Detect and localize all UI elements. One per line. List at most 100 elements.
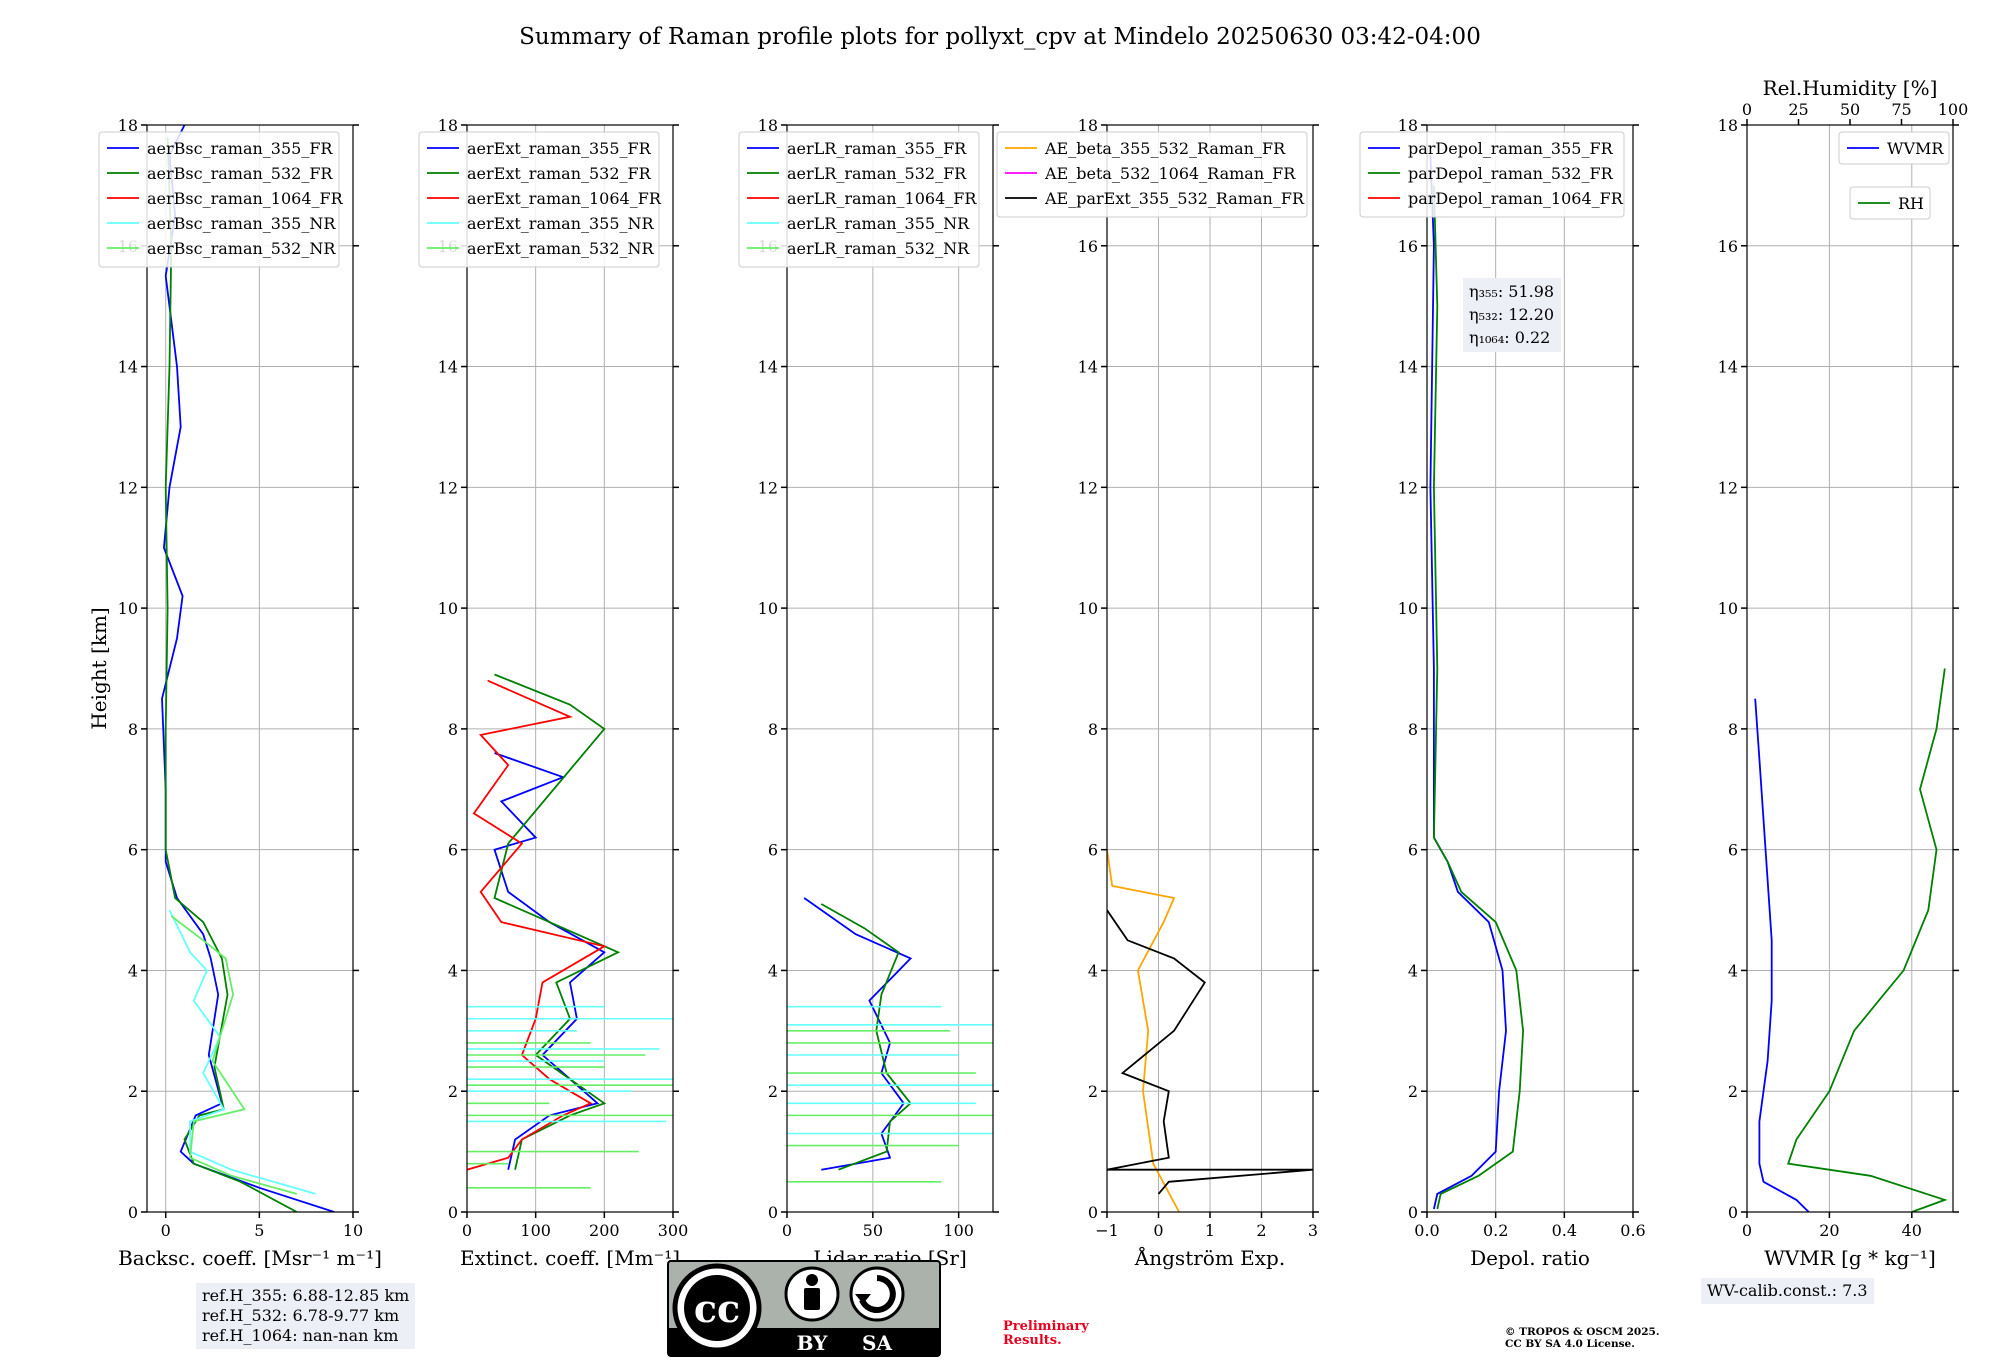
x-tick-label: 0 bbox=[161, 1221, 171, 1240]
y-tick-label: 0 bbox=[128, 1203, 138, 1222]
x-tick-label: −1 bbox=[1095, 1221, 1119, 1240]
x-axis-label: Depol. ratio bbox=[1470, 1246, 1590, 1270]
y-tick-label: 0 bbox=[768, 1203, 778, 1222]
x-axis-label: Extinct. coeff. [Mm⁻¹] bbox=[460, 1246, 680, 1270]
axes-frame bbox=[1746, 124, 1954, 1213]
y-tick-label: 6 bbox=[1728, 841, 1738, 860]
eta-value-3: η₁₀₆₄: 0.22 bbox=[1469, 328, 1550, 347]
top-x-tick-label: 75 bbox=[1891, 100, 1911, 119]
y-tick-label: 8 bbox=[448, 720, 458, 739]
copyright-line2: CC BY SA 4.0 License. bbox=[1505, 1338, 1635, 1350]
legend-label: aerLR_raman_355_FR bbox=[787, 139, 967, 158]
y-tick-label: 4 bbox=[1408, 961, 1418, 980]
x-tick-label: 0.0 bbox=[1414, 1221, 1439, 1240]
x-tick-label: 0.4 bbox=[1552, 1221, 1577, 1240]
axes-frame bbox=[1426, 124, 1634, 1213]
y-tick-label: 10 bbox=[438, 599, 458, 618]
y-tick-label: 14 bbox=[1718, 358, 1738, 377]
y-tick-label: 12 bbox=[438, 478, 458, 497]
legend-label: aerExt_raman_1064_FR bbox=[467, 189, 662, 208]
y-tick-label: 10 bbox=[1718, 599, 1738, 618]
y-tick-label: 14 bbox=[438, 358, 458, 377]
plot-ext: 0246810121416180100200300Extinct. coeff.… bbox=[418, 116, 688, 1270]
x-axis-label: Backsc. coeff. [Msr⁻¹ m⁻¹] bbox=[118, 1246, 382, 1270]
series-group bbox=[161, 125, 335, 1212]
cc-badge-sa: SA bbox=[862, 1331, 892, 1355]
legend-label: WVMR bbox=[1887, 139, 1944, 158]
legend-label: aerLR_raman_355_NR bbox=[787, 214, 970, 233]
plot-bsc: 0246810121416180510Backsc. coeff. [Msr⁻¹… bbox=[87, 116, 382, 1270]
y-tick-label: 4 bbox=[128, 961, 138, 980]
axes-frame bbox=[786, 124, 994, 1213]
top-x-tick-label: 0 bbox=[1742, 100, 1752, 119]
y-tick-label: 2 bbox=[1088, 1082, 1098, 1101]
legend-label: aerExt_raman_532_NR bbox=[467, 239, 655, 258]
cc-badge-main: cc bbox=[694, 1286, 740, 1331]
x-tick-label: 20 bbox=[1819, 1221, 1839, 1240]
y-tick-label: 18 bbox=[118, 116, 138, 135]
x-tick-label: 0 bbox=[782, 1221, 792, 1240]
x-tick-label: 0.6 bbox=[1620, 1221, 1645, 1240]
series-group bbox=[1107, 849, 1313, 1212]
series-group bbox=[1429, 155, 1525, 1210]
x-tick-label: 2 bbox=[1256, 1221, 1266, 1240]
y-tick-label: 0 bbox=[1728, 1203, 1738, 1222]
y-tick-label: 0 bbox=[1408, 1203, 1418, 1222]
legend-box bbox=[738, 131, 980, 268]
series-line-RH bbox=[1787, 668, 1948, 1212]
reference-height-box: ref.H_355: 6.88-12.85 km ref.H_532: 6.78… bbox=[196, 1283, 416, 1349]
copyright-note: © TROPOS & OSCM 2025. CC BY SA 4.0 Licen… bbox=[1505, 1326, 1660, 1350]
eta-box: η₃₅₅: 51.98 η₅₃₂: 12.20 η₁₀₆₄: 0.22 bbox=[1463, 278, 1561, 352]
x-tick-label: 0 bbox=[1742, 1221, 1752, 1240]
series-line-aerBsc_raman_355_NR bbox=[168, 909, 316, 1195]
y-tick-label: 16 bbox=[1718, 237, 1738, 256]
axes-frame bbox=[146, 124, 354, 1213]
legend-label: parDepol_raman_1064_FR bbox=[1408, 189, 1624, 208]
series-line-aerLR_raman_532_FR bbox=[820, 903, 912, 1171]
eta-box-bg bbox=[1463, 278, 1561, 352]
axes-frame bbox=[466, 124, 674, 1213]
ref-height-355: ref.H_355: 6.88-12.85 km bbox=[202, 1286, 410, 1305]
y-tick-label: 10 bbox=[1398, 599, 1418, 618]
cc-badge-by: BY bbox=[797, 1331, 829, 1355]
y-tick-label: 10 bbox=[1078, 599, 1098, 618]
y-tick-label: 2 bbox=[128, 1082, 138, 1101]
y-tick-label: 0 bbox=[448, 1203, 458, 1222]
preliminary-line1: Preliminary bbox=[1003, 1319, 1089, 1334]
legend-label: aerExt_raman_355_FR bbox=[467, 139, 652, 158]
x-tick-label: 100 bbox=[943, 1221, 974, 1240]
plot-lr: 024681012141618050100Lidar ratio [Sr]aer… bbox=[738, 116, 999, 1270]
y-tick-label: 18 bbox=[1398, 116, 1418, 135]
y-tick-label: 4 bbox=[1728, 961, 1738, 980]
series-line-aerBsc_raman_355_FR bbox=[161, 125, 335, 1212]
top-x-tick-label: 50 bbox=[1840, 100, 1860, 119]
y-tick-label: 14 bbox=[1398, 358, 1418, 377]
y-tick-label: 6 bbox=[128, 841, 138, 860]
y-tick-label: 18 bbox=[1078, 116, 1098, 135]
y-tick-label: 2 bbox=[1728, 1082, 1738, 1101]
y-tick-label: 0 bbox=[1088, 1203, 1098, 1222]
series-line-aerExt_raman_1064_FR bbox=[467, 679, 607, 1171]
y-tick-label: 4 bbox=[1088, 961, 1098, 980]
y-tick-label: 14 bbox=[1078, 358, 1098, 377]
legend-label: aerBsc_raman_1064_FR bbox=[147, 189, 344, 208]
eta-value-1: η₃₅₅: 51.98 bbox=[1469, 282, 1554, 301]
x-tick-label: 0 bbox=[1153, 1221, 1163, 1240]
legend-label: aerExt_raman_532_FR bbox=[467, 164, 652, 183]
series-line-aerBsc_raman_532_NR bbox=[170, 915, 298, 1195]
top-axis-label: Rel.Humidity [%] bbox=[1763, 76, 1938, 100]
y-axis-label: Height [km] bbox=[87, 607, 111, 729]
series-line-aerExt_raman_355_FR bbox=[493, 752, 606, 1170]
y-tick-label: 16 bbox=[1398, 237, 1418, 256]
y-tick-label: 18 bbox=[1718, 116, 1738, 135]
x-tick-label: 200 bbox=[589, 1221, 620, 1240]
legend-label: AE_parExt_355_532_Raman_FR bbox=[1044, 189, 1305, 208]
legend-label: AE_beta_532_1064_Raman_FR bbox=[1044, 164, 1296, 183]
x-tick-label: 40 bbox=[1902, 1221, 1922, 1240]
x-tick-label: 5 bbox=[254, 1221, 264, 1240]
copyright-line1: © TROPOS & OSCM 2025. bbox=[1505, 1326, 1660, 1338]
y-tick-label: 12 bbox=[758, 478, 778, 497]
y-tick-label: 6 bbox=[1408, 841, 1418, 860]
wv-calib-const: WV-calib.const.: 7.3 bbox=[1707, 1281, 1868, 1300]
cc-by-sa-logo: cc BY SA bbox=[667, 1260, 941, 1357]
